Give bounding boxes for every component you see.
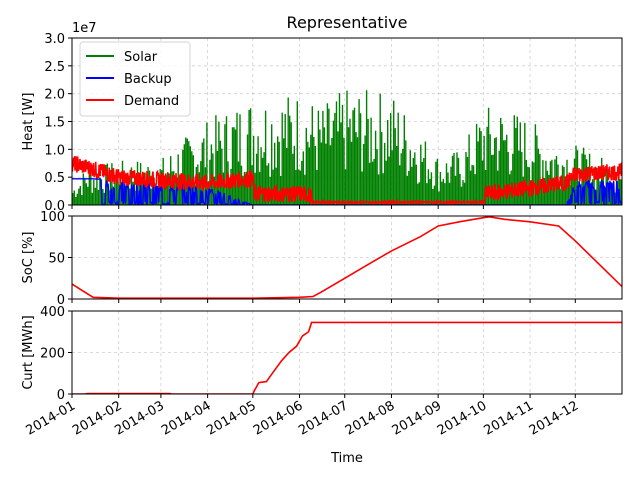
plot-area: [72, 216, 622, 299]
axis-frame: [71, 37, 623, 206]
x-tick-label: 2014-05: [204, 398, 259, 438]
y-multiplier-label: 1e7: [72, 21, 97, 36]
legend-label-solar: Solar: [124, 50, 158, 65]
axis-frame: [71, 310, 623, 395]
series-demand: [72, 155, 622, 205]
series-curt: [72, 321, 622, 394]
y-tick-label: 3.0: [44, 32, 65, 47]
y-tick-label: 100: [40, 210, 65, 225]
y-tick-label: 0.0: [44, 199, 65, 214]
x-tick-label: 2014-06: [251, 398, 306, 438]
x-tick-label: 2014-08: [343, 398, 398, 438]
plot-area: [72, 321, 622, 394]
y-tick-label: 50: [48, 252, 65, 267]
y-axis-label: Curt [MWh]: [21, 315, 36, 389]
x-tick-label: 2014-10: [435, 398, 490, 438]
y-tick-label: 0.5: [44, 171, 65, 186]
y-tick-label: 0: [57, 293, 65, 308]
panel-heat: 0.0 0.5 1.0 1.5 2.0 2.5 3.0 Heat [W] 1e7 Solar Bac…: [21, 21, 623, 214]
y-tick-label: 1.0: [44, 143, 65, 158]
x-tick-label: 2014-07: [296, 398, 351, 438]
x-tick-label: 2014-04: [159, 398, 214, 438]
legend-label-demand: Demand: [124, 94, 179, 109]
x-tick-label: 2014-11: [482, 398, 537, 438]
y-tick-label: 200: [40, 347, 65, 362]
axis-frame: [71, 215, 623, 300]
plot-area: [72, 90, 622, 205]
x-tick-label: 2014-12: [527, 398, 582, 438]
legend-label-backup: Backup: [124, 72, 172, 87]
y-axis-label: SoC [%]: [21, 232, 36, 284]
y-tick-label: 0: [57, 388, 65, 403]
x-axis-label: Time: [330, 451, 363, 466]
y-tick-label: 2.0: [44, 88, 65, 103]
legend-frame: [79, 41, 191, 117]
panel-curt: 0 200 400 Curt [MWh]: [21, 305, 623, 403]
series-soc: [72, 216, 622, 299]
x-tick-label: 2014-09: [390, 398, 445, 438]
y-axis-label: Heat [W]: [21, 93, 36, 151]
series-backup: [72, 178, 622, 205]
panel-soc: 0 50 100 SoC [%]: [21, 210, 623, 308]
x-tick-label: 2014-01: [23, 398, 78, 438]
chart-title: Representative: [287, 13, 408, 32]
legend: Solar Backup Demand: [79, 41, 191, 117]
y-tick-label: 2.5: [44, 60, 65, 75]
y-tick-label: 400: [40, 305, 65, 320]
y-tick-label: 1.5: [44, 116, 65, 131]
